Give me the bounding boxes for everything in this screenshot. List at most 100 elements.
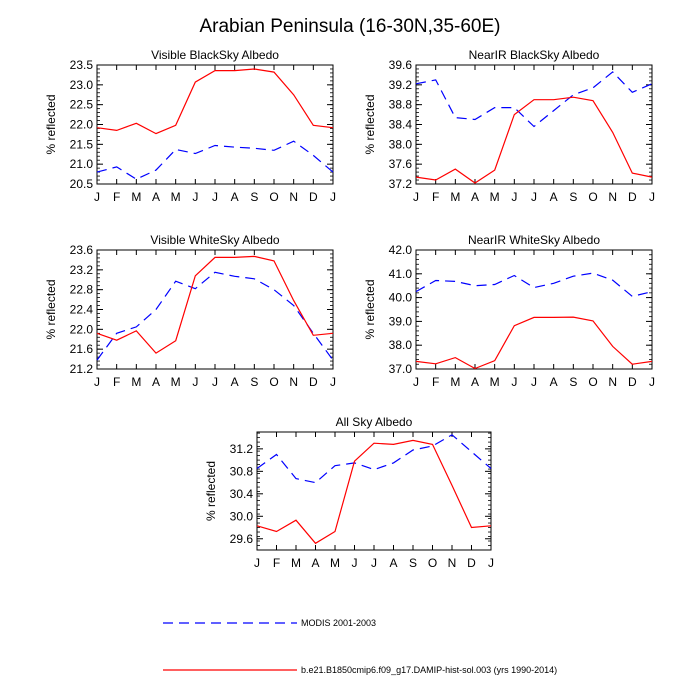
x-tick-label: F — [273, 556, 280, 570]
x-tick-label: F — [432, 190, 439, 204]
x-tick-label: S — [569, 375, 577, 389]
x-tick-label: J — [371, 556, 377, 570]
x-tick-label: M — [450, 190, 460, 204]
x-tick-label: A — [311, 556, 319, 570]
panel-title: All Sky Albedo — [336, 415, 413, 429]
y-tick-label: 42.0 — [389, 243, 413, 257]
x-tick-label: J — [413, 375, 419, 389]
x-tick-label: D — [309, 375, 318, 389]
x-tick-label: A — [550, 190, 558, 204]
y-axis-label: % reflected — [204, 461, 218, 521]
x-tick-label: J — [352, 556, 358, 570]
y-tick-label: 22.4 — [70, 303, 94, 317]
x-tick-label: O — [588, 375, 597, 389]
y-tick-label: 38.0 — [389, 137, 413, 151]
y-tick-label: 22.0 — [70, 322, 94, 336]
x-tick-label: J — [330, 375, 336, 389]
legend-label-1: MODIS 2001-2003 — [301, 618, 376, 628]
x-tick-label: M — [131, 190, 141, 204]
y-axis-label: % reflected — [363, 94, 377, 154]
panel-title: Visible WhiteSky Albedo — [150, 233, 280, 247]
y-tick-label: 23.2 — [70, 263, 94, 277]
y-tick-label: 41.0 — [389, 267, 413, 281]
series-line-model — [256, 439, 492, 545]
x-tick-label: A — [471, 190, 479, 204]
x-tick-label: A — [389, 556, 397, 570]
y-tick-label: 39.6 — [389, 58, 413, 72]
y-tick-label: 21.6 — [70, 342, 94, 356]
x-tick-label: M — [291, 556, 301, 570]
x-tick-label: D — [467, 556, 476, 570]
y-tick-label: 22.0 — [70, 118, 94, 132]
y-tick-label: 37.6 — [389, 157, 413, 171]
x-tick-label: M — [330, 556, 340, 570]
plot-frame — [96, 249, 334, 370]
x-tick-label: N — [289, 375, 298, 389]
x-tick-label: F — [113, 190, 120, 204]
panel-title: NearIR WhiteSky Albedo — [468, 233, 600, 247]
x-tick-label: O — [588, 190, 597, 204]
x-tick-label: O — [269, 190, 278, 204]
x-tick-label: J — [192, 375, 198, 389]
y-tick-label: 20.5 — [70, 177, 94, 191]
x-tick-label: A — [152, 375, 160, 389]
y-tick-label: 37.2 — [389, 177, 413, 191]
y-tick-label: 30.0 — [230, 509, 254, 523]
x-tick-label: A — [231, 190, 239, 204]
y-tick-label: 22.5 — [70, 98, 94, 112]
x-tick-label: N — [608, 375, 617, 389]
series-line-modis — [415, 71, 653, 128]
x-tick-label: M — [171, 375, 181, 389]
y-tick-label: 29.6 — [230, 532, 254, 546]
y-tick-label: 30.8 — [230, 464, 254, 478]
x-tick-label: J — [192, 190, 198, 204]
y-tick-label: 22.8 — [70, 283, 94, 297]
y-tick-label: 23.0 — [70, 78, 94, 92]
x-tick-label: M — [490, 375, 500, 389]
legend-label-2: b.e21.B1850cmip6.f09_g17.DAMIP-hist-sol.… — [301, 665, 557, 675]
x-tick-label: J — [413, 190, 419, 204]
x-tick-label: N — [608, 190, 617, 204]
y-tick-label: 40.0 — [389, 291, 413, 305]
y-tick-label: 23.5 — [70, 58, 94, 72]
y-tick-label: 21.2 — [70, 362, 94, 376]
x-tick-label: F — [113, 375, 120, 389]
legend: MODIS 2001-2003 b.e21.B1850cmip6.f09_g17.… — [163, 618, 557, 675]
series-line-model — [415, 316, 653, 370]
y-tick-label: 21.5 — [70, 137, 94, 151]
series-line-modis — [96, 271, 334, 361]
x-tick-label: M — [131, 375, 141, 389]
x-tick-label: J — [330, 190, 336, 204]
x-tick-label: O — [269, 375, 278, 389]
panel-title: NearIR BlackSky Albedo — [469, 48, 600, 62]
y-tick-label: 39.0 — [389, 314, 413, 328]
x-tick-label: D — [628, 375, 637, 389]
x-tick-label: A — [152, 190, 160, 204]
panel-title: Visible BlackSky Albedo — [151, 48, 279, 62]
x-tick-label: J — [511, 375, 517, 389]
x-tick-label: S — [569, 190, 577, 204]
x-tick-label: S — [409, 556, 417, 570]
y-tick-label: 21.0 — [70, 157, 94, 171]
y-tick-label: 23.6 — [70, 243, 94, 257]
x-tick-label: N — [289, 190, 298, 204]
series-line-model — [415, 96, 653, 184]
x-tick-label: J — [94, 190, 100, 204]
x-tick-label: S — [250, 190, 258, 204]
y-tick-label: 37.0 — [389, 362, 413, 376]
x-tick-label: D — [309, 190, 318, 204]
x-tick-label: J — [511, 190, 517, 204]
x-tick-label: A — [471, 375, 479, 389]
x-tick-label: J — [649, 375, 655, 389]
x-tick-label: J — [531, 190, 537, 204]
x-tick-label: J — [212, 190, 218, 204]
y-tick-label: 38.0 — [389, 338, 413, 352]
y-axis-label: % reflected — [363, 279, 377, 339]
x-tick-label: A — [231, 375, 239, 389]
series-line-modis — [96, 140, 334, 180]
